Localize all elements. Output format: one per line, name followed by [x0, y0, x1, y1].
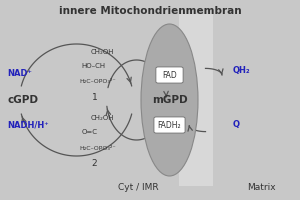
Ellipse shape	[141, 24, 198, 176]
Text: mGPD: mGPD	[152, 95, 187, 105]
Text: NADH/H⁺: NADH/H⁺	[8, 120, 49, 130]
Text: HO–CH: HO–CH	[81, 63, 105, 69]
Text: CH₂OH: CH₂OH	[90, 49, 114, 55]
Text: FADH₂: FADH₂	[158, 120, 181, 130]
Text: QH₂: QH₂	[232, 66, 250, 74]
Text: Q: Q	[232, 119, 239, 129]
FancyBboxPatch shape	[156, 67, 183, 83]
Bar	[178, 14, 213, 186]
Text: H₂C–OPO₃²⁻: H₂C–OPO₃²⁻	[79, 79, 116, 84]
Text: NAD⁺: NAD⁺	[8, 68, 32, 77]
Text: FAD: FAD	[162, 71, 177, 79]
Text: CH₂OH: CH₂OH	[90, 115, 114, 121]
FancyBboxPatch shape	[154, 117, 185, 133]
Text: Cyt / IMR: Cyt / IMR	[118, 183, 158, 192]
Text: O=C: O=C	[82, 129, 98, 135]
Text: H₂C–OPO₃²⁻: H₂C–OPO₃²⁻	[79, 146, 116, 150]
Text: innere Mitochondrienmembran: innere Mitochondrienmembran	[59, 6, 241, 16]
Text: Matrix: Matrix	[247, 183, 275, 192]
Text: cGPD: cGPD	[7, 95, 38, 105]
Text: 2: 2	[92, 160, 97, 168]
Text: 1: 1	[92, 94, 98, 102]
